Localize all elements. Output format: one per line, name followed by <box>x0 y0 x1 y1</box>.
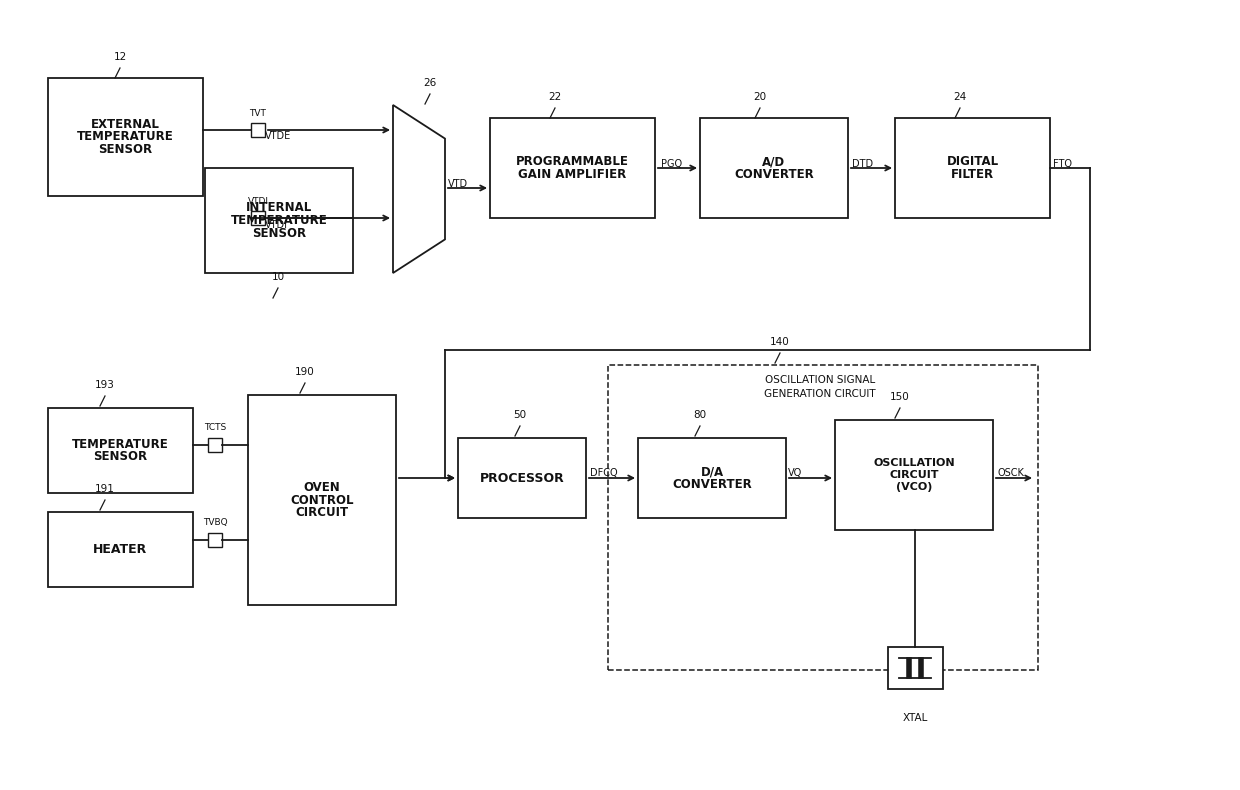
Text: GAIN AMPLIFIER: GAIN AMPLIFIER <box>518 168 626 181</box>
Text: 193: 193 <box>95 380 115 390</box>
Text: 80: 80 <box>693 410 707 420</box>
Text: OVEN: OVEN <box>304 481 340 494</box>
Text: CONTROL: CONTROL <box>290 494 353 506</box>
Text: TEMPERATURE: TEMPERATURE <box>72 438 169 450</box>
Text: TCTS: TCTS <box>203 423 226 432</box>
Bar <box>208 438 222 452</box>
Bar <box>48 512 193 587</box>
Text: FILTER: FILTER <box>951 168 994 181</box>
Text: VTDI: VTDI <box>248 197 269 206</box>
Text: CIRCUIT: CIRCUIT <box>889 470 939 480</box>
Text: HEATER: HEATER <box>93 543 148 556</box>
Text: CONVERTER: CONVERTER <box>672 478 751 491</box>
Text: 140: 140 <box>770 337 790 347</box>
Bar <box>248 395 396 605</box>
Text: PROGRAMMABLE: PROGRAMMABLE <box>516 155 629 168</box>
Bar <box>888 647 942 689</box>
Bar <box>250 123 265 137</box>
Bar <box>608 365 1038 670</box>
Text: GENERATION CIRCUIT: GENERATION CIRCUIT <box>764 389 875 399</box>
Text: 22: 22 <box>548 92 562 102</box>
Polygon shape <box>393 105 445 273</box>
Text: VTD: VTD <box>448 179 469 189</box>
Bar <box>490 118 655 218</box>
Bar <box>208 533 222 547</box>
Text: A/D: A/D <box>763 155 786 168</box>
Text: VTDI: VTDI <box>265 220 288 230</box>
Text: SENSOR: SENSOR <box>93 450 148 464</box>
Text: PROCESSOR: PROCESSOR <box>480 472 564 484</box>
Text: OSCILLATION SIGNAL: OSCILLATION SIGNAL <box>765 375 875 385</box>
Text: DTD: DTD <box>852 159 873 169</box>
Bar <box>639 438 786 518</box>
Text: (VCO): (VCO) <box>895 482 932 492</box>
Text: PGQ: PGQ <box>661 159 682 169</box>
Text: 24: 24 <box>954 92 967 102</box>
Text: TVBQ: TVBQ <box>202 518 227 527</box>
Bar <box>48 78 203 196</box>
Text: CONVERTER: CONVERTER <box>734 168 813 181</box>
Text: 26: 26 <box>423 78 436 88</box>
Text: EXTERNAL: EXTERNAL <box>91 118 160 131</box>
Text: 12: 12 <box>113 52 126 62</box>
Text: VTDE: VTDE <box>265 131 291 141</box>
Text: DFCQ: DFCQ <box>590 468 618 478</box>
Text: SENSOR: SENSOR <box>98 143 153 156</box>
Text: INTERNAL: INTERNAL <box>246 201 312 214</box>
Text: 191: 191 <box>95 484 115 494</box>
Text: SENSOR: SENSOR <box>252 227 306 239</box>
Bar <box>458 438 587 518</box>
Text: 10: 10 <box>272 272 284 282</box>
Bar <box>895 118 1050 218</box>
Bar <box>250 211 265 225</box>
Text: FTQ: FTQ <box>1053 159 1073 169</box>
Bar <box>701 118 848 218</box>
Text: XTAL: XTAL <box>903 713 928 723</box>
Bar <box>48 408 193 493</box>
Text: 20: 20 <box>754 92 766 102</box>
Bar <box>835 420 993 530</box>
Text: 190: 190 <box>295 367 315 377</box>
Text: OSCILLATION: OSCILLATION <box>873 458 955 468</box>
Text: CIRCUIT: CIRCUIT <box>295 506 348 519</box>
Bar <box>205 168 353 273</box>
Text: VQ: VQ <box>787 468 802 478</box>
Text: TVT: TVT <box>249 109 267 118</box>
Text: TEMPERATURE: TEMPERATURE <box>77 130 174 144</box>
Text: 50: 50 <box>513 410 527 420</box>
Text: D/A: D/A <box>701 465 724 478</box>
Text: OSCK: OSCK <box>997 468 1024 478</box>
Text: 150: 150 <box>890 392 910 402</box>
Text: DIGITAL: DIGITAL <box>946 155 998 168</box>
Text: TEMPERATURE: TEMPERATURE <box>231 214 327 227</box>
